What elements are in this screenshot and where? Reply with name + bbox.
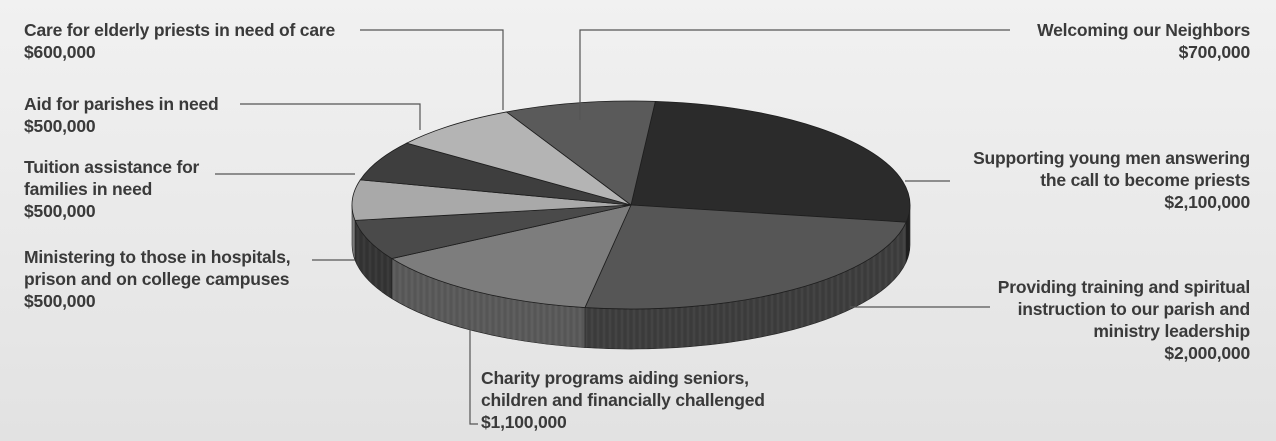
slice-label-training: Providing training and spiritual instruc… (998, 276, 1250, 364)
label-line: families in need (24, 179, 153, 199)
leader-lines (215, 29, 1010, 425)
slice-value: $2,100,000 (1164, 192, 1250, 212)
slice-label-ministering: Ministering to those in hospitals, priso… (24, 246, 291, 312)
pie-slice-side-texture (391, 258, 585, 348)
slice-label-tuition: Tuition assistance for families in need … (24, 156, 199, 222)
slice-value: $500,000 (24, 201, 96, 221)
leader-line (579, 29, 1010, 120)
label-line: Charity programs aiding seniors, (481, 368, 749, 388)
pie-top-faces (351, 100, 911, 310)
slice-label-charity: Charity programs aiding seniors, childre… (481, 367, 765, 433)
slice-value: $500,000 (24, 291, 96, 311)
pie-slice (405, 111, 632, 206)
slice-label-elderly: Care for elderly priests in need of care… (24, 19, 335, 63)
pie-slice (505, 100, 656, 206)
leader-line (360, 29, 504, 110)
label-line: Ministering to those in hospitals, (24, 247, 291, 267)
label-line: Aid for parishes in need (24, 94, 219, 114)
slice-value: $500,000 (24, 116, 96, 136)
label-line: prison and on college campuses (24, 269, 290, 289)
leader-line (240, 103, 421, 130)
slice-value: $2,000,000 (1164, 343, 1250, 363)
label-line: instruction to our parish and (1017, 299, 1251, 319)
slice-label-parishes: Aid for parishes in need $500,000 (24, 93, 219, 137)
slice-value: $700,000 (1178, 42, 1251, 62)
label-line: Welcoming our Neighbors (1037, 20, 1250, 40)
label-line: Tuition assistance for (24, 157, 200, 177)
slice-value: $1,100,000 (481, 412, 567, 432)
slice-label-young-men: Supporting young men answering the call … (973, 147, 1250, 213)
pie-slice (390, 204, 632, 308)
pie-slice (630, 100, 911, 223)
label-line: Providing training and spiritual (997, 277, 1250, 297)
label-line: the call to become priests (1040, 170, 1250, 190)
label-line: Supporting young men answering (973, 148, 1250, 168)
label-line: ministry leadership (1093, 321, 1250, 341)
pie-slice-side-texture (906, 205, 910, 263)
pie-slice-side-texture (584, 222, 907, 349)
slice-value: $600,000 (24, 42, 96, 62)
pie-slice-side-texture (355, 220, 392, 299)
label-line: Care for elderly priests in need of care (24, 20, 336, 40)
slice-label-neighbors: Welcoming our Neighbors $700,000 (1037, 19, 1250, 63)
label-line: children and financially challenged (481, 390, 765, 410)
pie-slice (584, 204, 907, 310)
leader-line (469, 320, 478, 425)
